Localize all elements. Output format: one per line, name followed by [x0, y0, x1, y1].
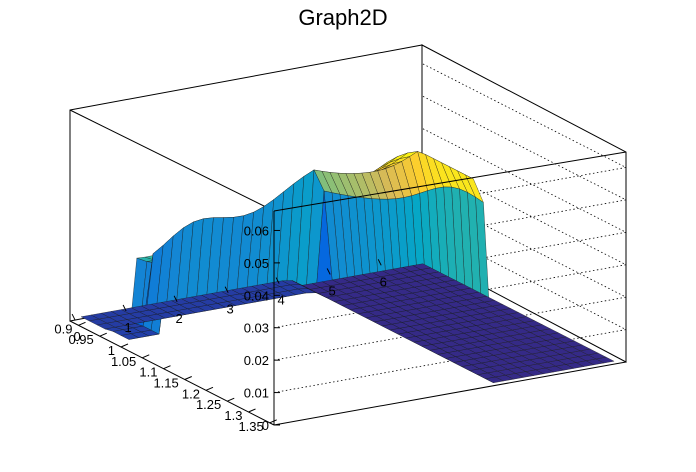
x-tick-label: 3 [227, 302, 234, 317]
y-tick [78, 321, 86, 326]
y-tick-label: 0.95 [68, 332, 93, 347]
y-tick-label: 1.05 [111, 354, 136, 369]
y-tick-label: 1.25 [196, 397, 221, 412]
z-tick-label: 0.01 [244, 386, 269, 401]
z-tick-label: 0.03 [244, 321, 269, 336]
x-tick-label: 6 [380, 274, 387, 289]
y-tick-label: 1.3 [224, 408, 242, 423]
y-tick-label: 0.9 [54, 321, 72, 336]
z-tick-label: 0.06 [244, 223, 269, 238]
x-tick-label: 2 [176, 311, 183, 326]
x-tick-label: 4 [278, 293, 285, 308]
x-tick [122, 304, 127, 312]
chart-title: Graph2D [298, 5, 387, 30]
y-tick [184, 376, 192, 380]
z-tick-label: 0.04 [244, 288, 269, 303]
y-tick-label: 1.2 [182, 386, 200, 401]
surface-cell [412, 263, 432, 270]
y-tick [142, 354, 150, 359]
x-tick [71, 313, 76, 321]
y-tick-label: 1.35 [238, 419, 263, 434]
x-tick [224, 286, 229, 293]
y-tick [163, 365, 171, 370]
z-axis: 0 0.01 0.02 0.03 0.04 0.05 0.06 [244, 223, 280, 433]
x-tick-label: 1 [124, 320, 131, 335]
x-tick [173, 295, 178, 303]
y-tick [269, 419, 277, 424]
z-tick-label: 0 [262, 418, 269, 433]
y-tick-label: 1 [108, 343, 115, 358]
z-tick-label: 0.05 [244, 256, 269, 271]
x-axis: 0 1 2 3 4 5 6 [71, 259, 387, 344]
y-tick [99, 332, 107, 337]
x-tick-label: 0 [73, 329, 80, 344]
x-tick [377, 259, 382, 266]
x-tick-label: 5 [329, 283, 336, 298]
x-tick [326, 268, 331, 275]
y-tick-label: 1.1 [139, 365, 157, 380]
x-tick [275, 277, 280, 284]
front-frame [69, 151, 627, 426]
surface-mesh [80, 151, 615, 384]
y-tick-label: 1.15 [153, 376, 178, 391]
z-tick-label: 0.02 [244, 353, 269, 368]
y-tick [205, 386, 214, 391]
y-tick [120, 343, 129, 348]
y-tick [227, 397, 235, 402]
y-tick [248, 408, 256, 413]
